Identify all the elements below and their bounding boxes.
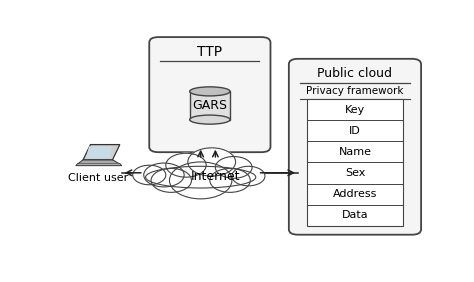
Text: Name: Name: [338, 147, 372, 157]
Circle shape: [166, 153, 206, 177]
Text: Internet: Internet: [191, 169, 240, 182]
Ellipse shape: [146, 166, 256, 188]
Polygon shape: [78, 160, 120, 164]
Text: ID: ID: [349, 126, 361, 136]
Text: Sex: Sex: [345, 168, 365, 178]
Circle shape: [144, 163, 184, 187]
FancyBboxPatch shape: [289, 59, 421, 235]
Text: Key: Key: [345, 105, 365, 114]
Circle shape: [151, 168, 191, 192]
Text: TTP: TTP: [197, 45, 222, 59]
FancyBboxPatch shape: [149, 37, 271, 152]
Circle shape: [232, 166, 265, 186]
Circle shape: [215, 157, 252, 178]
Circle shape: [133, 165, 166, 185]
Text: GARS: GARS: [192, 99, 228, 112]
Ellipse shape: [190, 115, 230, 124]
Text: Client user: Client user: [68, 173, 128, 183]
Circle shape: [210, 168, 250, 192]
Bar: [307, 99, 403, 226]
Text: Data: Data: [342, 210, 368, 221]
Text: Address: Address: [333, 189, 377, 199]
Polygon shape: [86, 146, 112, 158]
Polygon shape: [76, 164, 122, 166]
Circle shape: [188, 148, 236, 176]
Polygon shape: [83, 145, 120, 160]
Bar: [190, 91, 230, 120]
Text: Public cloud: Public cloud: [318, 67, 392, 80]
Ellipse shape: [190, 87, 230, 96]
Circle shape: [170, 162, 232, 199]
Text: Privacy framework: Privacy framework: [306, 86, 404, 96]
